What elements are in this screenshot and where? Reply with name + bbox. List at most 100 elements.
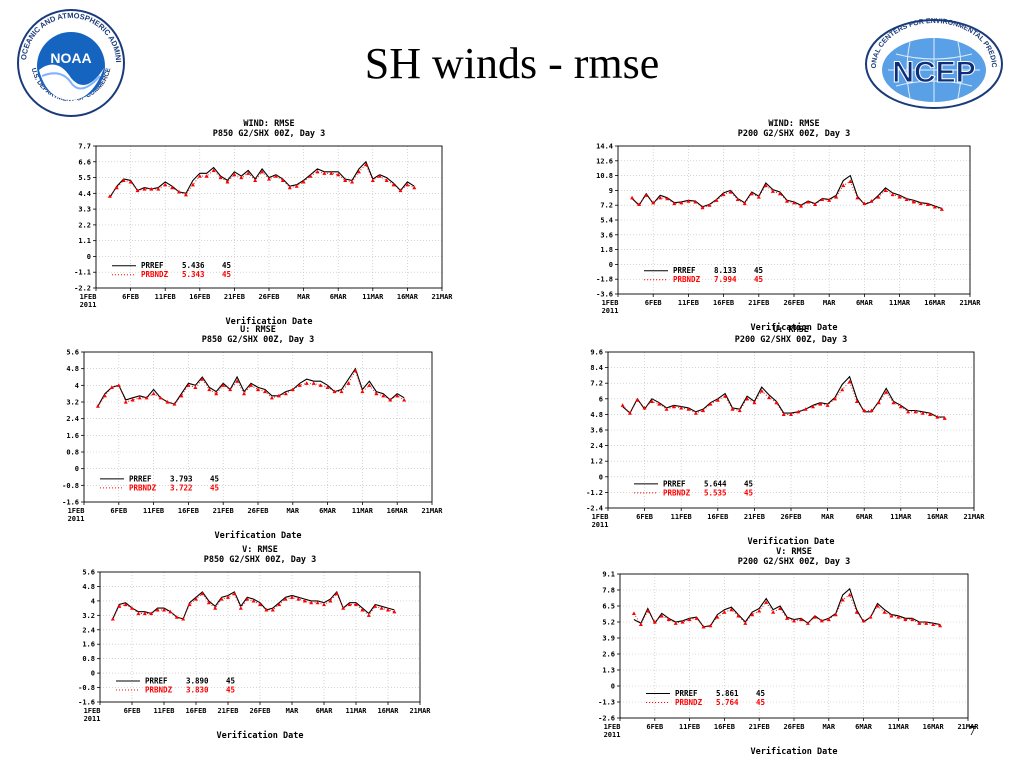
prbndz-marker xyxy=(913,409,918,414)
prbndz-marker xyxy=(392,609,397,614)
prbndz-marker xyxy=(827,198,832,202)
prbndz-marker xyxy=(750,612,755,617)
x-tick-label: 11MAR xyxy=(345,707,367,715)
y-tick-label: 6 xyxy=(599,395,603,403)
prbndz-marker xyxy=(258,602,262,607)
y-tick-label: 9.1 xyxy=(602,571,615,579)
plot-frame xyxy=(83,351,433,503)
y-tick-label: -2.2 xyxy=(74,285,91,293)
prbndz-marker xyxy=(206,600,211,605)
prbndz-marker xyxy=(187,602,192,607)
x-tick-label: 21MAR xyxy=(957,723,979,731)
prbndz-marker xyxy=(942,416,947,420)
prbndz-marker xyxy=(170,185,175,190)
x-tick-label: 21MAR xyxy=(963,513,985,521)
prbndz-marker xyxy=(825,403,830,407)
prbndz-marker xyxy=(360,607,365,612)
prbndz-marker xyxy=(745,396,750,401)
prbndz-marker xyxy=(183,192,188,197)
prbndz-marker xyxy=(347,602,352,607)
y-tick-label: -1.3 xyxy=(598,699,615,707)
chart-u-p850: U: RMSE P850 G2/SHX 00Z, Day 3 -1.6 -0.8 0 0.… xyxy=(30,322,443,542)
series-line-prref xyxy=(109,160,415,198)
y-tick-label: 4.8 xyxy=(590,411,603,419)
x-axis-label: Verification Date xyxy=(226,316,313,327)
prbndz-marker xyxy=(405,182,410,187)
y-tick-label: 7.7 xyxy=(78,143,91,151)
prbndz-marker xyxy=(882,610,887,614)
prbndz-marker xyxy=(862,201,867,206)
prbndz-marker xyxy=(644,193,649,197)
prbndz-marker xyxy=(163,182,168,187)
legend-name: PRBNDZ xyxy=(141,270,169,279)
prbndz-marker xyxy=(701,408,706,413)
prbndz-marker xyxy=(855,195,860,200)
prbndz-marker xyxy=(377,174,382,178)
prbndz-marker xyxy=(910,617,915,622)
x-axis-label: Verification Date xyxy=(748,536,835,547)
x-tick-label: 6FEB xyxy=(645,299,662,307)
prbndz-marker xyxy=(302,598,307,603)
prbndz-marker xyxy=(350,179,355,184)
x-tick-label: MAR xyxy=(822,723,835,731)
prbndz-marker xyxy=(911,199,916,204)
prbndz-marker xyxy=(200,377,205,381)
y-tick-label: 4 xyxy=(91,597,95,605)
prbndz-marker xyxy=(679,405,684,410)
prbndz-marker xyxy=(781,412,786,416)
x-tick-label: 16MAR xyxy=(924,299,946,307)
prbndz-marker xyxy=(673,621,678,625)
prbndz-marker xyxy=(784,199,789,203)
series-line-prref xyxy=(97,367,405,407)
prbndz-marker xyxy=(137,395,142,400)
prbndz-marker xyxy=(847,379,852,384)
prbndz-marker xyxy=(749,191,754,196)
prbndz-marker xyxy=(309,600,314,605)
x-tick-label: 6FEB xyxy=(124,707,141,715)
x-tick-label: 1FEB 2011 xyxy=(604,723,621,739)
slide-title: SH winds - rmse xyxy=(364,39,660,88)
x-tick-label: MAR xyxy=(286,507,299,515)
y-tick-label: -1.8 xyxy=(596,276,613,284)
prbndz-marker xyxy=(799,204,804,208)
prbndz-marker xyxy=(232,591,237,596)
x-tick-label: 11FEB xyxy=(153,707,174,715)
prbndz-marker xyxy=(379,606,384,610)
prbndz-marker xyxy=(197,174,202,178)
prbndz-marker xyxy=(806,199,811,204)
prbndz-marker xyxy=(325,385,330,390)
x-tick-label: 6FEB xyxy=(636,513,653,521)
prbndz-marker xyxy=(136,611,141,616)
prbndz-marker xyxy=(737,408,742,413)
prbndz-marker xyxy=(841,183,846,188)
y-tick-label: 1.6 xyxy=(82,641,95,649)
prbndz-marker xyxy=(715,615,720,619)
y-tick-label: 8.4 xyxy=(590,364,603,372)
prbndz-marker xyxy=(635,398,640,402)
y-tick-label: -3.6 xyxy=(596,291,613,299)
prbndz-marker xyxy=(757,608,762,613)
chart-title: V: RMSE xyxy=(776,547,812,557)
y-tick-label: 5.6 xyxy=(66,349,79,357)
prbndz-marker xyxy=(245,597,250,601)
prbndz-marker xyxy=(847,592,852,597)
x-tick-label: 26FEB xyxy=(258,293,279,301)
x-tick-label: MAR xyxy=(823,299,836,307)
prbndz-marker xyxy=(277,602,282,607)
legend-stat: 3.890 xyxy=(186,677,209,686)
prbndz-marker xyxy=(158,395,163,400)
legend-stat: 3.793 xyxy=(170,474,193,483)
prbndz-marker xyxy=(832,396,837,401)
y-tick-label: 0.8 xyxy=(66,449,79,457)
x-axis-label: Verification Date xyxy=(215,530,302,541)
prbndz-marker xyxy=(917,621,922,625)
prbndz-marker xyxy=(228,387,233,392)
prbndz-marker xyxy=(869,199,874,203)
prbndz-marker xyxy=(834,194,839,199)
prbndz-marker xyxy=(287,185,292,190)
prbndz-marker xyxy=(819,618,824,623)
prbndz-marker xyxy=(666,617,671,622)
prbndz-marker xyxy=(367,383,372,387)
y-tick-label: 5.2 xyxy=(602,619,615,627)
